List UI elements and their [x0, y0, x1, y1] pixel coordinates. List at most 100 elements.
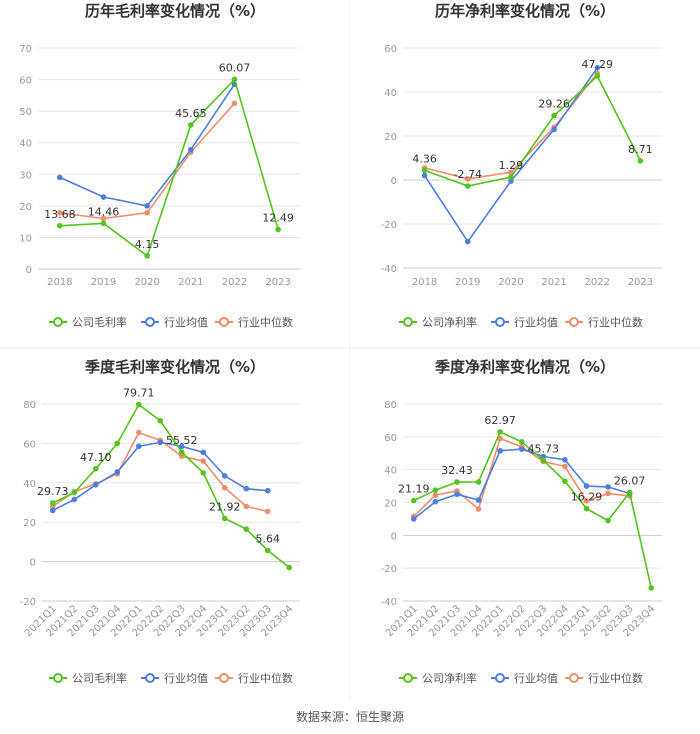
- y-tick-label: 10: [19, 233, 32, 244]
- data-point-company: [57, 223, 63, 229]
- legend-swatch-marker: [569, 317, 579, 327]
- data-point-industry_median: [135, 429, 142, 436]
- data-point-industry_median: [562, 463, 568, 470]
- data-point-industry_avg: [432, 498, 439, 505]
- legend-label: 公司净利率: [422, 315, 477, 329]
- data-point-company: [410, 497, 417, 504]
- data-label: 60.07: [219, 61, 251, 74]
- y-tick-label: 60: [384, 44, 397, 55]
- y-tick-label: 80: [23, 400, 36, 411]
- data-point-company: [562, 478, 568, 484]
- data-point-industry_avg: [135, 443, 142, 450]
- data-source-footer: 数据来源：恒生聚源: [295, 710, 404, 724]
- chart-title: 季度净利率变化情况（%）: [435, 358, 615, 376]
- data-point-industry_median: [475, 506, 482, 512]
- series-line-company: [52, 403, 290, 569]
- data-point-industry_median: [264, 508, 271, 515]
- chart-legend: 公司毛利率 行业均值 行业中位数: [49, 671, 293, 685]
- data-point-industry_avg: [551, 126, 557, 133]
- legend-item-company: 公司毛利率: [49, 315, 127, 329]
- chart-panel-annual-gross: 历年毛利率变化情况（%） 0 10 20 30 40 50 60 70 2018 2019 2020 2…: [19, 2, 300, 329]
- legend-label: 行业中位数: [588, 671, 643, 685]
- y-tick-label: 0: [391, 531, 397, 542]
- y-tick-label: 0: [391, 176, 397, 187]
- data-point-industry_median: [432, 492, 439, 498]
- series-line-company: [413, 430, 652, 589]
- chart-panel-quarterly-net: 季度净利率变化情况（%）-40-200204060802021Q12021Q22…: [381, 358, 662, 685]
- data-point-industry_median: [144, 210, 150, 216]
- data-label: 26.07: [614, 475, 646, 488]
- y-tick-label: 60: [384, 433, 397, 444]
- legend-swatch-marker: [219, 317, 229, 327]
- data-point-industry_median: [231, 100, 238, 107]
- data-point-industry_avg: [114, 469, 121, 475]
- data-point-company: [221, 515, 228, 522]
- data-point-industry_avg: [518, 446, 525, 452]
- chart-panel-annual-net: 历年净利率变化情况（%） -40 -20 0 20 40 60 2018 2019 2020 202…: [381, 2, 662, 329]
- data-point-company: [264, 547, 271, 554]
- data-point-industry_median: [605, 490, 611, 497]
- data-point-industry_avg: [562, 457, 568, 463]
- legend-item-industry_avg: 行业均值: [141, 316, 208, 329]
- data-label: 45.65: [175, 107, 207, 120]
- chart-legend: 公司毛利率 行业均值 行业中位数: [49, 315, 293, 329]
- y-tick-label: 20: [384, 132, 397, 143]
- y-tick-label: -20: [381, 220, 397, 231]
- data-label: 55.52: [166, 434, 198, 447]
- data-point-company: [551, 112, 557, 119]
- data-point-industry_avg: [264, 487, 271, 494]
- legend-swatch-marker: [145, 673, 155, 683]
- y-tick-label: 40: [384, 88, 397, 99]
- legend-label: 行业均值: [164, 316, 208, 329]
- data-label: 1.29: [499, 159, 524, 172]
- data-point-company: [144, 253, 150, 259]
- data-point-company: [518, 438, 525, 445]
- series-line-industry_median: [59, 102, 236, 220]
- data-label: 14.46: [88, 205, 120, 218]
- series-line-industry_avg: [413, 448, 630, 520]
- y-tick-label: 0: [30, 558, 36, 569]
- data-point-company: [188, 122, 194, 128]
- data-point-company: [508, 174, 514, 180]
- legend-item-industry_median: 行业中位数: [215, 315, 293, 329]
- legend-swatch-marker: [495, 673, 505, 683]
- series-line-industry_avg: [59, 83, 236, 207]
- data-label: 8.71: [628, 143, 653, 156]
- y-tick-label: 50: [19, 107, 32, 118]
- data-point-company: [178, 449, 185, 456]
- y-tick-label: -20: [381, 564, 397, 575]
- legend-label: 公司净利率: [422, 671, 477, 685]
- data-point-industry_avg: [144, 203, 150, 209]
- chart-title: 历年毛利率变化情况（%）: [85, 2, 265, 20]
- legend-item-industry_avg: 行业均值: [141, 672, 208, 685]
- data-point-industry_avg: [421, 172, 428, 179]
- data-label: 45.73: [528, 442, 560, 455]
- x-tick-label: 2021: [178, 277, 203, 288]
- x-tick-label: 2020: [134, 277, 159, 288]
- legend-label: 行业中位数: [238, 315, 293, 329]
- data-point-industry_avg: [221, 473, 228, 479]
- data-point-industry_avg: [188, 146, 194, 153]
- y-tick-label: 60: [23, 439, 36, 450]
- data-point-industry_avg: [92, 481, 99, 488]
- data-point-industry_avg: [71, 496, 78, 503]
- legend-label: 行业均值: [514, 316, 558, 329]
- legend-item-company: 公司毛利率: [49, 671, 127, 685]
- legend-item-company: 公司净利率: [399, 671, 477, 685]
- y-tick-label: 40: [23, 479, 36, 490]
- data-label: 47.29: [582, 58, 614, 71]
- data-label: 16.29: [571, 491, 603, 504]
- chart-title: 季度毛利率变化情况（%）: [85, 358, 265, 376]
- data-label: -2.74: [454, 168, 482, 181]
- legend-item-industry_avg: 行业均值: [491, 316, 558, 329]
- chart-legend: 公司净利率 行业均值 行业中位数: [399, 315, 643, 329]
- legend-swatch-marker: [145, 317, 155, 327]
- data-point-industry_avg: [100, 194, 107, 200]
- legend-label: 行业均值: [164, 672, 208, 685]
- x-tick-label: 2019: [91, 277, 116, 288]
- chart-title: 历年净利率变化情况（%）: [435, 2, 615, 20]
- data-point-company: [49, 500, 56, 506]
- y-tick-label: 0: [26, 265, 32, 276]
- data-point-company: [626, 489, 633, 496]
